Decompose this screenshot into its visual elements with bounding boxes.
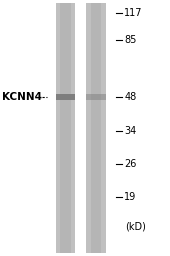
Text: 48: 48 xyxy=(124,92,136,102)
Bar xyxy=(56,3,75,253)
Text: 85: 85 xyxy=(124,35,137,45)
Text: KCNN4: KCNN4 xyxy=(2,92,42,102)
Text: (kD): (kD) xyxy=(125,221,146,232)
Bar xyxy=(56,94,75,100)
Bar xyxy=(60,3,71,253)
Text: 26: 26 xyxy=(124,159,137,169)
Bar xyxy=(86,3,106,253)
Text: 19: 19 xyxy=(124,192,136,202)
Bar xyxy=(86,94,106,100)
Bar xyxy=(91,3,101,253)
Text: 34: 34 xyxy=(124,125,136,136)
Text: 117: 117 xyxy=(124,8,143,18)
